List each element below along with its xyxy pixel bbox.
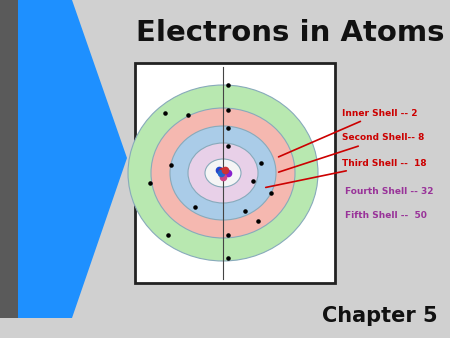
Polygon shape <box>18 0 127 318</box>
Text: Fourth Shell -- 32: Fourth Shell -- 32 <box>345 187 433 195</box>
Text: Third Shell --  18: Third Shell -- 18 <box>266 159 427 188</box>
Text: Second Shell-- 8: Second Shell-- 8 <box>279 134 424 172</box>
Text: Electrons in Atoms: Electrons in Atoms <box>136 19 444 47</box>
Ellipse shape <box>205 159 241 187</box>
Ellipse shape <box>151 108 295 238</box>
Bar <box>135 63 335 283</box>
Text: Chapter 5: Chapter 5 <box>322 306 438 326</box>
Ellipse shape <box>188 143 258 203</box>
Text: Fifth Shell --  50: Fifth Shell -- 50 <box>345 211 427 219</box>
Ellipse shape <box>128 85 318 261</box>
Text: Inner Shell -- 2: Inner Shell -- 2 <box>279 108 418 157</box>
Ellipse shape <box>170 126 276 220</box>
Polygon shape <box>0 0 110 318</box>
